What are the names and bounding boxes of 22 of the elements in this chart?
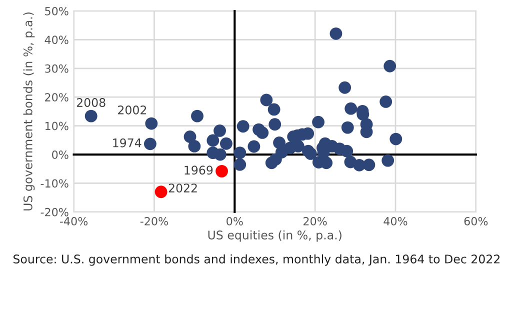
y-tick-label: -20% xyxy=(40,208,68,216)
y-tick-label: 30% xyxy=(45,64,68,73)
y-tick-label: 50% xyxy=(45,6,68,16)
annotation: 2002 xyxy=(118,106,146,114)
x-tick-label: 60% xyxy=(464,217,488,226)
x-tick-label: 20% xyxy=(304,217,327,226)
x-axis-title: US equities (in %, p.a.) xyxy=(208,230,342,242)
y-tick-label: 10% xyxy=(45,122,68,130)
annotation: 1974 xyxy=(113,138,142,148)
y-tick-label: -10% xyxy=(40,179,68,188)
x-tick-label: 0% xyxy=(226,217,243,226)
x-tick-label: -40% xyxy=(60,217,88,226)
annotation: 2008 xyxy=(76,98,106,107)
y-tick-label: 0% xyxy=(52,150,68,159)
annotation: 2022 xyxy=(168,184,197,192)
x-tick-label: 40% xyxy=(384,217,408,226)
annotation: 1969 xyxy=(184,166,213,175)
y-tick-label: 40% xyxy=(44,36,68,44)
y-axis-title: US government bonds (in %, p.a.) xyxy=(23,12,35,210)
x-tick-label: -20% xyxy=(140,217,168,226)
source-note: Source: U.S. government bonds and indexes, monthly data, Jan. 1964 to Dec 2022 xyxy=(14,254,500,266)
y-tick-label: 20% xyxy=(45,93,68,102)
